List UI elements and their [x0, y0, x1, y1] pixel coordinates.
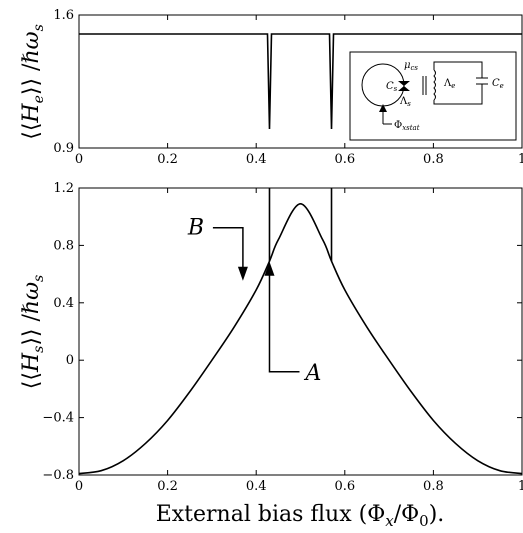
josephson-junction — [398, 81, 410, 91]
inductor-coil — [433, 69, 436, 101]
bottom-x-tick-label: 1 — [518, 479, 523, 494]
top-y-tick-label: 1.6 — [53, 8, 74, 23]
bottom-y-tick-label: 0 — [66, 353, 74, 368]
bottom-y-tick-label: −0.8 — [42, 468, 74, 483]
bottom-x-tick-label: 0.6 — [334, 479, 355, 494]
bottom-y-tick-label: 1.2 — [53, 181, 74, 196]
bottom-axis-ticks: 0 0.2 0.4 0.6 0.8 1 −0.8 −0.4 0 0.4 0.8 1.2 — [42, 181, 523, 494]
bottom-y-tick-label: 0.4 — [53, 296, 74, 311]
inset-label-cs: Cs — [386, 81, 398, 93]
bottom-series-group — [78, 188, 523, 475]
top-y-axis-title: ⟨⟨He⟩⟩ /ℏωs — [19, 24, 47, 140]
top-series-line — [79, 33, 522, 130]
annotation-a-label: A — [303, 361, 321, 386]
top-plot-frame — [78, 14, 523, 149]
annotation-b-arrowhead — [237, 266, 248, 281]
top-x-tick-label: 0.8 — [423, 152, 444, 167]
annotation-b-label: B — [187, 216, 204, 241]
inset-frame — [349, 51, 517, 141]
top-x-tick-label: 1 — [518, 152, 523, 167]
bottom-y-tick-label: 0.8 — [53, 238, 74, 253]
top-axis-ticks: 0 0.2 0.4 0.6 0.8 1 0.9 1.6 — [53, 8, 523, 167]
tank-circuit-wires — [433, 61, 483, 105]
bottom-series-line — [78, 202, 523, 475]
bottom-y-axis-title: ⟨⟨Hs⟩⟩ /ℏωs — [19, 275, 47, 389]
annotation-a-arrow — [268, 273, 300, 373]
top-series-group — [79, 33, 522, 130]
bottom-plot-frame — [78, 187, 523, 476]
bottom-x-tick-label: 0 — [75, 479, 83, 494]
inset-label-ce: Ce — [492, 78, 504, 90]
annotation-a-arrowhead — [264, 261, 275, 276]
top-x-tick-label: 0 — [75, 152, 83, 167]
annotation-b-arrow — [212, 226, 244, 269]
bottom-x-tick-label: 0.8 — [423, 479, 444, 494]
top-x-tick-label: 0.4 — [246, 152, 267, 167]
x-axis-title: External bias flux (Φx/Φ0). — [156, 502, 445, 530]
circuit-inset: Cs Λs μcs Λe Ce Φxstat — [349, 51, 517, 141]
top-y-tick-label: 0.9 — [53, 141, 74, 156]
bottom-x-tick-label: 0.4 — [246, 479, 267, 494]
bottom-y-tick-label: −0.4 — [42, 411, 74, 426]
top-x-tick-label: 0.6 — [334, 152, 355, 167]
annotation-group: BA — [187, 216, 321, 386]
flux-arrow-head — [379, 104, 387, 112]
bottom-x-tick-label: 0.2 — [157, 479, 178, 494]
top-x-tick-label: 0.2 — [157, 152, 178, 167]
